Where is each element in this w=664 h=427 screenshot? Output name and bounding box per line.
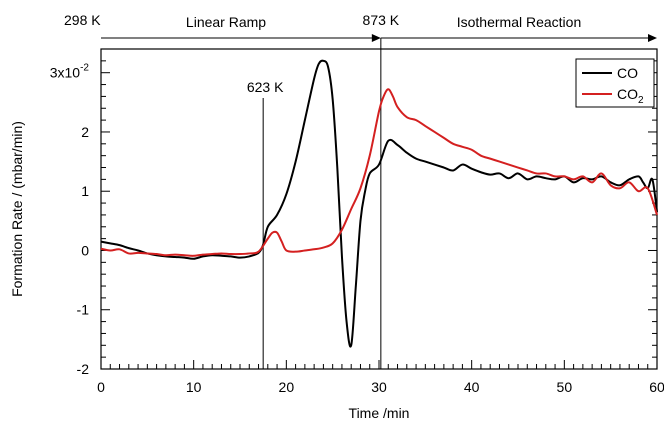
y-exponent: -2 <box>80 63 89 74</box>
legend-label-co-main: CO <box>617 65 638 81</box>
phase2-arrow-head <box>648 34 657 42</box>
legend-box <box>575 58 655 108</box>
series-group <box>100 59 658 348</box>
temp-start-label: 298 K <box>64 12 101 28</box>
y-tick-label: 1 <box>81 183 89 199</box>
y-tick-label: 3x10-2 <box>50 63 90 81</box>
legend-label-co2-sub: 2 <box>638 95 644 106</box>
phase-annotations: 298 K 873 K 623 K Linear Ramp Isothermal… <box>64 12 657 95</box>
series-co-line <box>100 59 658 348</box>
x-tick-label: 60 <box>649 379 664 395</box>
y-tick-label: 0 <box>81 242 89 258</box>
x-tick-label: 10 <box>186 379 202 395</box>
x-axis-ticks: 0 10 20 30 40 50 60 <box>97 360 664 395</box>
x-axis-label: Time /min <box>349 405 410 421</box>
y-tick-label-main: 3x10 <box>50 65 81 81</box>
x-tick-label: 40 <box>464 379 480 395</box>
phase1-arrow-head <box>371 34 381 42</box>
legend-label-co: CO <box>617 65 638 81</box>
x-tick-label: 20 <box>279 379 295 395</box>
legend-label-co2-main: CO <box>617 86 638 102</box>
y-tick-label: 2 <box>81 124 89 140</box>
vertical-markers <box>262 38 382 369</box>
legend: CO CO2 <box>575 58 655 108</box>
series-co2-line <box>100 88 658 257</box>
temp-mid-label: 623 K <box>247 79 284 95</box>
legend-label-co2: CO2 <box>617 86 644 106</box>
plot-frame <box>100 48 658 370</box>
phase-isothermal-label: Isothermal Reaction <box>457 14 582 30</box>
x-tick-label: 30 <box>371 379 387 395</box>
temp-end-label: 873 K <box>363 12 400 28</box>
y-axis-label: Formation Rate / (mbar/min) <box>9 121 25 297</box>
x-tick-label: 0 <box>97 379 105 395</box>
x-tick-label: 50 <box>557 379 573 395</box>
y-tick-label: -1 <box>77 302 90 318</box>
y-tick-label: -2 <box>77 361 90 377</box>
phase-linear-ramp-label: Linear Ramp <box>186 14 266 30</box>
